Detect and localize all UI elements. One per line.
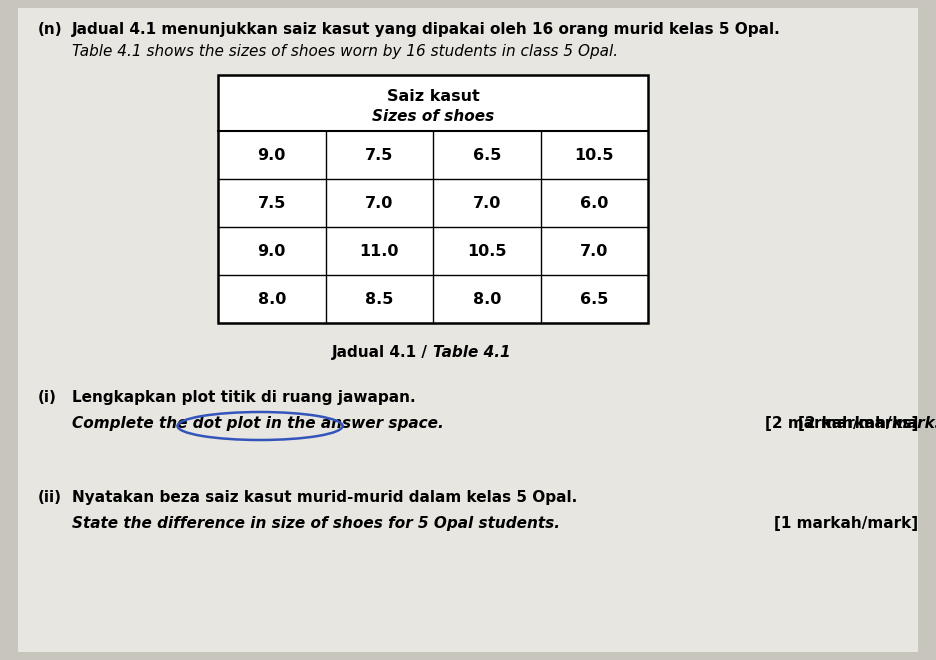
- Text: [2 markah/marks]: [2 markah/marks]: [765, 416, 918, 431]
- Text: Jadual 4.1 /: Jadual 4.1 /: [331, 345, 433, 360]
- Text: State the difference in size of shoes for 5 Opal students.: State the difference in size of shoes fo…: [72, 516, 560, 531]
- Text: 9.0: 9.0: [257, 147, 285, 162]
- Text: Saiz kasut: Saiz kasut: [387, 89, 479, 104]
- Text: 6.5: 6.5: [473, 147, 501, 162]
- Text: 8.5: 8.5: [365, 292, 393, 306]
- Text: Lengkapkan plot titik di ruang jawapan.: Lengkapkan plot titik di ruang jawapan.: [72, 390, 416, 405]
- Text: 9.0: 9.0: [257, 244, 285, 259]
- Text: Nyatakan beza saiz kasut murid-murid dalam kelas 5 Opal.: Nyatakan beza saiz kasut murid-murid dal…: [72, 490, 578, 505]
- Bar: [218, 75, 648, 323]
- Text: [1 markah/mark]: [1 markah/mark]: [774, 516, 918, 531]
- Text: Table 4.1 shows the sizes of shoes worn by 16 students in class 5 Opal.: Table 4.1 shows the sizes of shoes worn …: [72, 44, 618, 59]
- Text: [2 markah/: [2 markah/: [798, 416, 892, 431]
- Text: 7.0: 7.0: [365, 195, 393, 211]
- Text: 10.5: 10.5: [575, 147, 614, 162]
- Text: marks]: marks]: [892, 416, 936, 431]
- Text: Sizes of shoes: Sizes of shoes: [372, 109, 494, 124]
- Text: 7.5: 7.5: [257, 195, 285, 211]
- Text: 10.5: 10.5: [467, 244, 506, 259]
- Text: (i): (i): [38, 390, 57, 405]
- Text: Jadual 4.1 menunjukkan saiz kasut yang dipakai oleh 16 orang murid kelas 5 Opal.: Jadual 4.1 menunjukkan saiz kasut yang d…: [72, 22, 781, 37]
- Text: 8.0: 8.0: [473, 292, 501, 306]
- Text: Complete the dot plot in the answer space.: Complete the dot plot in the answer spac…: [72, 416, 444, 431]
- Text: 7.0: 7.0: [473, 195, 501, 211]
- Text: Table 4.1: Table 4.1: [433, 345, 511, 360]
- Text: 11.0: 11.0: [359, 244, 399, 259]
- Text: (n): (n): [38, 22, 63, 37]
- Text: (ii): (ii): [38, 490, 62, 505]
- Text: 6.0: 6.0: [580, 195, 608, 211]
- Text: 7.0: 7.0: [580, 244, 608, 259]
- Text: 6.5: 6.5: [580, 292, 608, 306]
- Text: 8.0: 8.0: [257, 292, 285, 306]
- Text: 7.5: 7.5: [365, 147, 393, 162]
